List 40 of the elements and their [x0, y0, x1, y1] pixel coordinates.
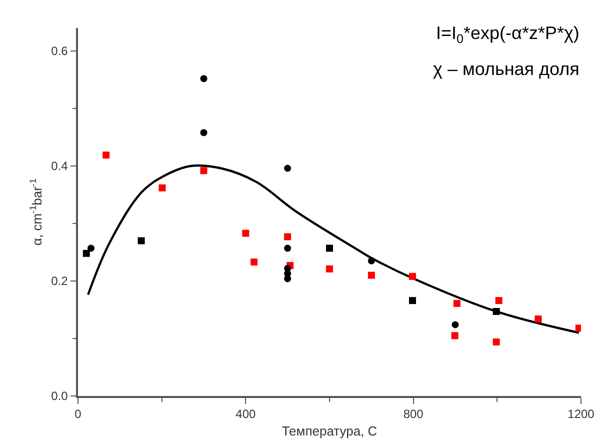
point	[495, 297, 502, 304]
y-tick-label: 0.6	[51, 44, 68, 58]
x-tick-label: 0	[74, 407, 82, 422]
point	[452, 321, 459, 328]
point	[368, 272, 375, 279]
point	[575, 324, 581, 332]
point	[200, 129, 208, 136]
point	[368, 257, 375, 264]
point	[409, 272, 416, 280]
line-series	[86, 164, 580, 334]
point	[82, 250, 90, 257]
annotation: I=I$_{0}$*exp(-α*z*P*χ)	[436, 23, 580, 46]
point	[138, 237, 145, 244]
point	[451, 332, 458, 340]
point	[102, 152, 110, 159]
point	[158, 184, 166, 192]
point	[250, 258, 258, 266]
point	[284, 233, 292, 240]
point	[326, 265, 333, 272]
y-tick-label: 0.4	[51, 159, 68, 174]
point	[284, 164, 292, 172]
point	[453, 300, 460, 307]
point	[284, 244, 292, 252]
point	[87, 244, 94, 252]
point	[409, 297, 416, 304]
point	[492, 308, 500, 315]
point	[200, 75, 208, 82]
point	[492, 338, 500, 346]
point	[242, 230, 250, 237]
point	[534, 315, 542, 322]
x-tick-label: 800	[403, 407, 424, 422]
x-tick-label: 400	[236, 407, 256, 422]
point	[326, 244, 333, 252]
point	[284, 275, 292, 282]
x-tick-label: 1200	[568, 407, 595, 422]
x-axis-title: Температура, C	[282, 423, 378, 438]
point	[200, 167, 208, 174]
annotation: χ – мольная доля	[433, 59, 580, 79]
y-tick-label: 0.2	[51, 274, 68, 288]
y-tick-label: 0.0	[51, 389, 68, 404]
